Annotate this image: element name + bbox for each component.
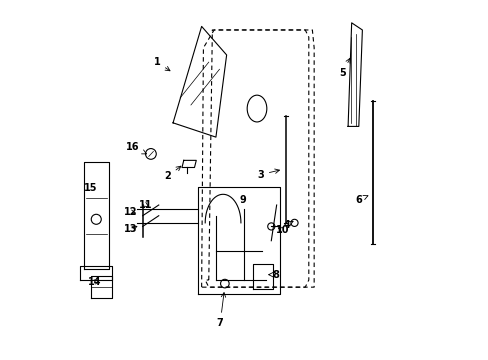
Text: 12: 12 bbox=[124, 207, 137, 217]
Text: 1: 1 bbox=[153, 57, 170, 71]
Text: 16: 16 bbox=[126, 142, 146, 154]
Text: 11: 11 bbox=[139, 200, 152, 210]
Text: 7: 7 bbox=[216, 293, 225, 328]
Text: 13: 13 bbox=[124, 224, 137, 234]
Text: 2: 2 bbox=[164, 166, 181, 181]
Text: 9: 9 bbox=[239, 195, 245, 204]
Text: 5: 5 bbox=[339, 58, 349, 78]
Text: 15: 15 bbox=[84, 183, 98, 193]
Text: 14: 14 bbox=[88, 277, 102, 287]
Text: 4: 4 bbox=[283, 220, 292, 230]
Text: 6: 6 bbox=[355, 195, 367, 204]
Text: 10: 10 bbox=[276, 225, 289, 235]
Text: 3: 3 bbox=[257, 169, 279, 180]
Text: 8: 8 bbox=[268, 270, 279, 280]
